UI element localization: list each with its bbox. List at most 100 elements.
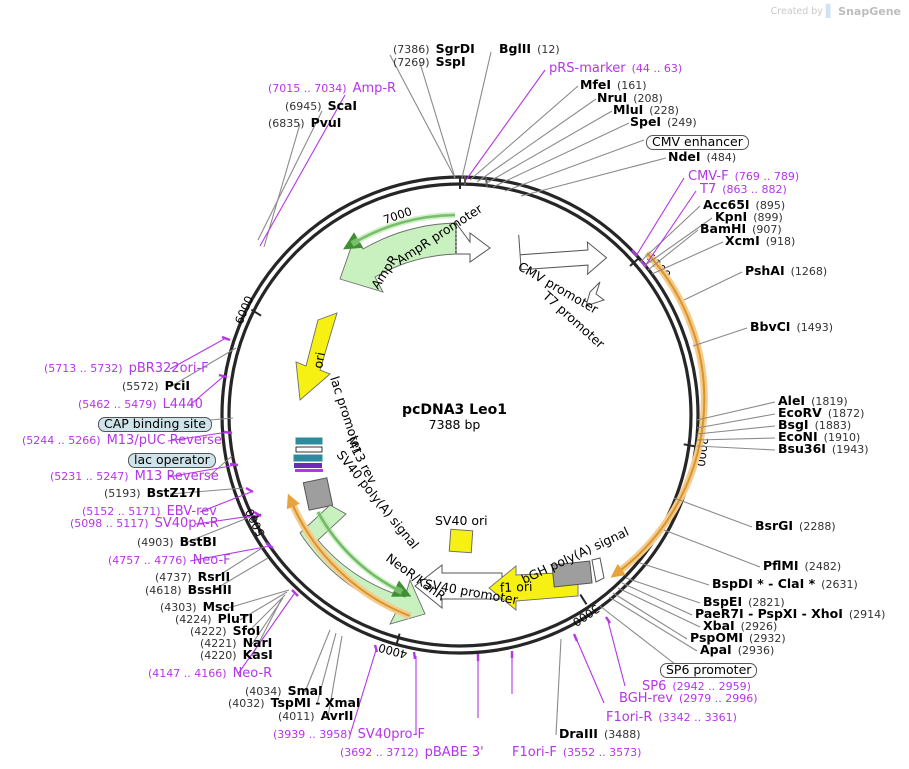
- enzyme-name: BssHII: [187, 582, 232, 597]
- primer-label-pbabe-3-[interactable]: (3692 .. 3712) pBABE 3': [340, 746, 484, 759]
- primer-label-neo-r[interactable]: (4147 .. 4166) Neo-R: [148, 667, 272, 680]
- enzyme-name: SgrDI: [435, 41, 475, 56]
- primer-label-m13-puc-reverse[interactable]: (5244 .. 5266) M13/pUC Reverse: [22, 434, 222, 447]
- feature-insert-arc: [610, 250, 708, 578]
- enzyme-label-xbai[interactable]: XbaI (2926): [703, 618, 777, 633]
- primer-label-m13-reverse[interactable]: (5231 .. 5247) M13 Reverse: [50, 470, 219, 483]
- enzyme-label-apai[interactable]: ApaI (2936): [700, 643, 774, 657]
- enzyme-label-bamhi[interactable]: BamHI (907): [700, 221, 782, 236]
- enzyme-name: BspEI: [703, 594, 743, 609]
- site-position: (4903): [137, 536, 174, 549]
- enzyme-label-bsu36i[interactable]: Bsu36I (1943): [778, 442, 869, 456]
- primer-label-ebv-rev[interactable]: (5152 .. 5171) EBV-rev: [82, 505, 217, 518]
- enzyme-name: BamHI: [700, 221, 747, 236]
- enzyme-label-bstbi[interactable]: (4903) BstBI: [137, 535, 217, 549]
- enzyme-label-kasi[interactable]: (4220) KasI: [200, 648, 273, 662]
- enzyme-name: PspOMI: [690, 630, 744, 645]
- enzyme-label-smai[interactable]: (4034) SmaI: [245, 684, 323, 698]
- enzyme-label-bspei[interactable]: BspEI (2821): [703, 594, 785, 609]
- site-position: (4618): [145, 584, 182, 597]
- enzyme-name: Acc65I: [703, 197, 750, 212]
- enzyme-label-sgrdi[interactable]: (7386) SgrDI: [393, 41, 475, 56]
- feature-badge-sp6-promoter[interactable]: SP6 promoter: [660, 661, 758, 678]
- primer-name: L4440: [162, 397, 203, 412]
- enzyme-label-nrui[interactable]: NruI (208): [597, 91, 663, 105]
- enzyme-label-bbvci[interactable]: BbvCI (1493): [750, 319, 833, 334]
- enzyme-label-bsgi[interactable]: BsgI (1883): [778, 418, 851, 432]
- feature-badge-cap-binding-site[interactable]: CAP binding site: [98, 415, 212, 432]
- enzyme-label-pvui[interactable]: (6835) PvuI: [268, 116, 341, 130]
- enzyme-label-nari[interactable]: (4221) NarI: [200, 636, 272, 650]
- feature-badge-cmv-enhancer[interactable]: CMV enhancer: [646, 133, 749, 150]
- enzyme-label-scai[interactable]: (6945) ScaI: [285, 99, 357, 113]
- enzyme-label-sspi[interactable]: (7269) SspI: [393, 55, 466, 69]
- enzyme-name: BspDI * - ClaI *: [712, 576, 816, 591]
- primer-label-prs-marker[interactable]: pRS-marker (44 .. 63): [549, 62, 682, 75]
- enzyme-label-draiii[interactable]: DraIII (3488): [559, 727, 641, 741]
- enzyme-label-avrii[interactable]: (4011) AvrII: [278, 709, 353, 723]
- enzyme-name: BbvCI: [750, 319, 791, 334]
- enzyme-label-ecorv[interactable]: EcoRV (1872): [778, 406, 864, 420]
- site-position: (44 .. 63): [631, 62, 683, 75]
- primer-label-pbr322ori-f[interactable]: (5713 .. 5732) pBR322ori-F: [44, 362, 209, 375]
- snapgene-credit: Created by ▌ SnapGene: [771, 4, 901, 18]
- enzyme-label-ndei[interactable]: NdeI (484): [668, 150, 736, 164]
- enzyme-label-xcmi[interactable]: XcmI (918): [725, 234, 796, 248]
- badge-label: lac operator: [128, 453, 216, 468]
- badge-label: CAP binding site: [98, 417, 212, 432]
- site-position: (7269): [393, 56, 430, 69]
- enzyme-label-spei[interactable]: SpeI (249): [630, 115, 697, 129]
- enzyme-label-bglii[interactable]: BglII (12): [499, 42, 560, 56]
- enzyme-label-paer7i-pspxi-xhoi[interactable]: PaeR7I - PspXI - XhoI (2914): [695, 606, 886, 621]
- enzyme-label-acc65i[interactable]: Acc65I (895): [703, 197, 785, 212]
- site-position: (918): [765, 235, 796, 248]
- enzyme-label-rsrii[interactable]: (4737) RsrII: [155, 569, 231, 584]
- enzyme-label-bstz17i[interactable]: (5193) BstZ17I: [104, 486, 201, 500]
- primer-label-sv40pro-f[interactable]: (3939 .. 3958) SV40pro-F: [273, 728, 425, 741]
- site-position: (2482): [804, 560, 842, 573]
- enzyme-label-sfoi[interactable]: (4222) SfoI: [190, 623, 261, 638]
- enzyme-name: KpnI: [715, 209, 748, 224]
- site-position: (2914): [848, 608, 886, 621]
- primer-label-bgh-rev[interactable]: BGH-rev (2979 .. 2996): [619, 692, 758, 705]
- enzyme-label-bspdi-clai-[interactable]: BspDI * - ClaI * (2631): [712, 576, 858, 591]
- enzyme-label-mlui[interactable]: MluI (228): [613, 103, 679, 117]
- enzyme-label-msci[interactable]: (4303) MscI: [160, 600, 235, 614]
- primer-label-neo-f[interactable]: (4757 .. 4776) Neo-F: [108, 554, 231, 567]
- enzyme-label-kpni[interactable]: KpnI (899): [715, 209, 783, 224]
- primer-label-f1ori-f[interactable]: F1ori-F (3552 .. 3573): [512, 746, 641, 759]
- enzyme-label-pspomi[interactable]: PspOMI (2932): [690, 630, 786, 645]
- primer-label-f1ori-r[interactable]: F1ori-R (3342 .. 3361): [606, 711, 737, 724]
- svg-text:f1 ori: f1 ori: [500, 579, 533, 595]
- primer-name: Neo-F: [192, 553, 231, 568]
- enzyme-name: AleI: [778, 393, 806, 408]
- site-position: (4757 .. 4776): [108, 554, 187, 567]
- enzyme-label-pluti[interactable]: (4224) PluTI: [175, 612, 253, 626]
- feature-badge-lac-operator[interactable]: lac operator: [128, 451, 216, 468]
- enzyme-label-pflmi[interactable]: PflMI (2482): [763, 559, 842, 573]
- primer-label-sv40pa-r[interactable]: (5098 .. 5117) SV40pA-R: [70, 517, 219, 530]
- enzyme-label-bsshii[interactable]: (4618) BssHII: [145, 582, 232, 597]
- primer-label-sp6[interactable]: SP6 (2942 .. 2959): [642, 680, 751, 693]
- enzyme-name: SfoI: [232, 623, 261, 638]
- primer-label-l4440[interactable]: (5462 .. 5479) L4440: [78, 398, 203, 411]
- primer-label-amp-r[interactable]: (7015 .. 7034) Amp-R: [268, 82, 396, 95]
- site-position: (7015 .. 7034): [268, 82, 347, 95]
- enzyme-label-bsrgi[interactable]: BsrGI (2288): [755, 519, 836, 533]
- enzyme-label-pshai[interactable]: PshAI (1268): [745, 264, 827, 278]
- enzyme-label-pcii[interactable]: (5572) PciI: [122, 379, 190, 393]
- feature-t7-promoter: [585, 281, 606, 307]
- enzyme-label-mfei[interactable]: MfeI (161): [580, 78, 647, 92]
- site-position: (6835): [268, 117, 305, 130]
- enzyme-label-econi[interactable]: EcoNI (1910): [778, 430, 860, 444]
- enzyme-name: XbaI: [703, 618, 735, 633]
- enzyme-label-alei[interactable]: AleI (1819): [778, 393, 848, 408]
- enzyme-name: PaeR7I - PspXI - XhoI: [695, 606, 843, 621]
- site-position: (3692 .. 3712): [340, 746, 419, 759]
- site-position: (12): [537, 43, 560, 56]
- primer-label-t7[interactable]: T7 (863 .. 882): [700, 183, 787, 196]
- enzyme-name: RsrII: [197, 569, 231, 584]
- enzyme-label-tspmi-xmai[interactable]: (4032) TspMI - XmaI: [228, 696, 361, 710]
- primer-label-cmv-f[interactable]: CMV-F (769 .. 789): [688, 170, 799, 183]
